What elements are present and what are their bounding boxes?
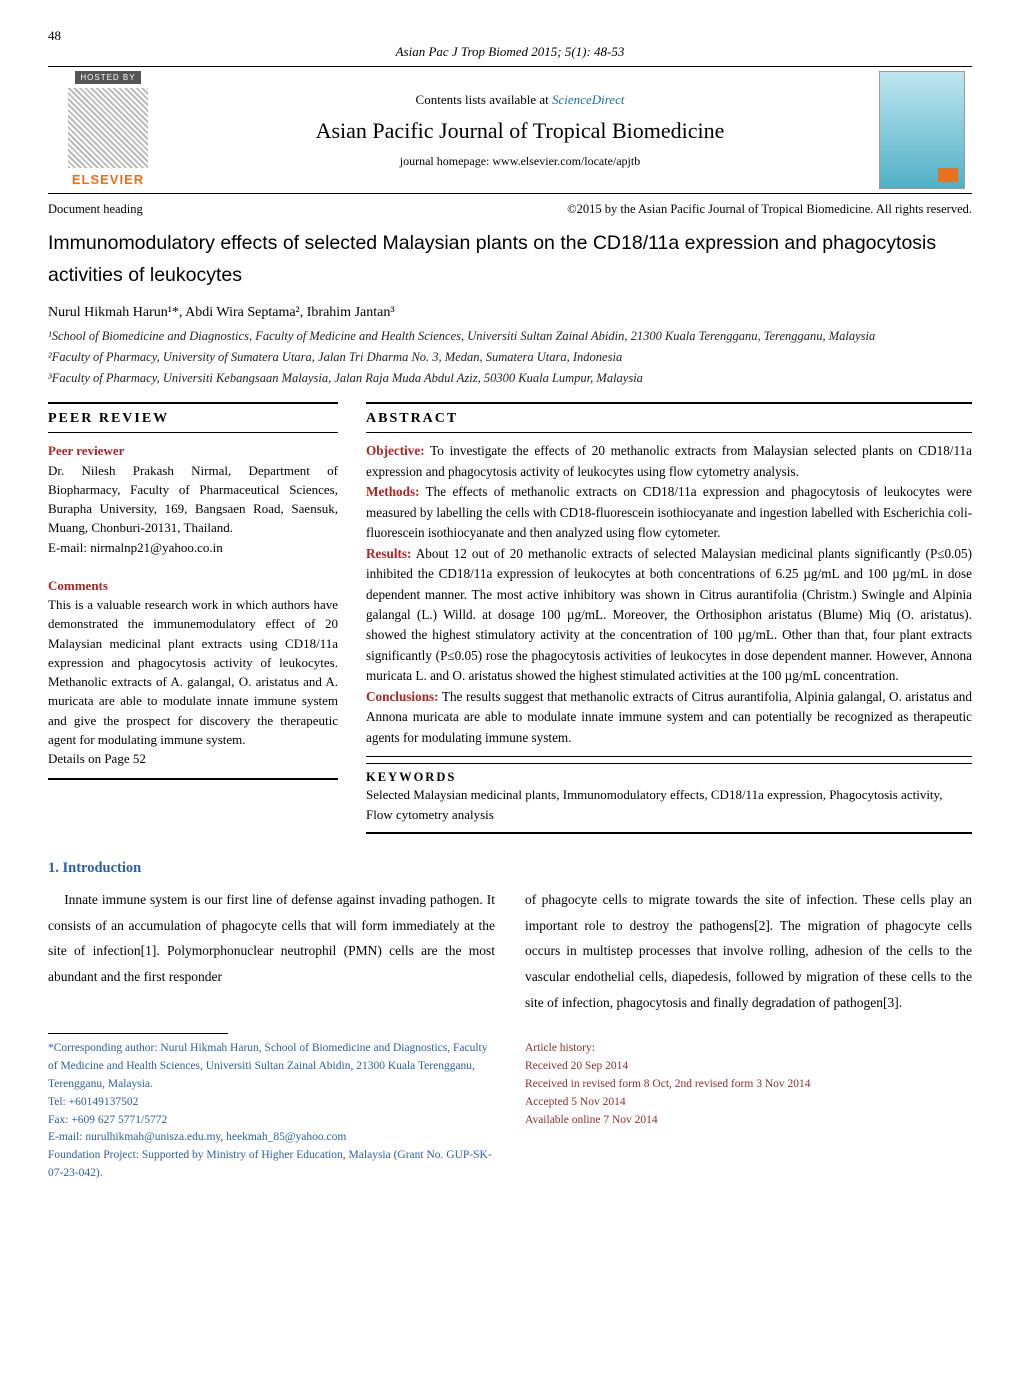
comments-text: This is a valuable research work in whic… [48,597,338,747]
received: Received 20 Sep 2014 [525,1060,628,1072]
peer-review-column: PEER REVIEW Peer reviewer Dr. Nilesh Pra… [48,402,338,834]
conclusions-label: Conclusions: [366,689,439,704]
results-label: Results: [366,546,411,561]
objective-label: Objective: [366,443,425,458]
intro-paragraph: Innate immune system is our first line o… [48,887,495,990]
fax: Fax: +609 627 5771/5772 [48,1114,167,1126]
abstract-body: Objective: To investigate the effects of… [366,441,972,748]
tel: Tel: +60149137502 [48,1096,138,1108]
methods-label: Methods: [366,484,419,499]
masthead: HOSTED BY ELSEVIER Contents lists availa… [48,71,972,189]
rule [48,193,972,194]
hosted-by-tag: HOSTED BY [75,71,140,84]
peer-reviewer-email: E-mail: nirmalnp21@yahoo.co.in [48,540,223,555]
accepted: Accepted 5 Nov 2014 [525,1096,626,1108]
rule [366,832,972,834]
masthead-center: Contents lists available at ScienceDirec… [168,71,872,189]
running-head: Asian Pac J Trop Biomed 2015; 5(1): 48-5… [48,44,972,60]
peer-review-heading: PEER REVIEW [48,402,338,433]
journal-homepage: journal homepage: www.elsevier.com/locat… [168,154,872,169]
foundation: Foundation Project: Supported by Ministr… [48,1149,492,1179]
keywords-text: Selected Malaysian medicinal plants, Imm… [366,785,972,824]
comments-label: Comments [48,578,108,593]
rule [48,778,338,780]
introduction-heading: 1. Introduction [48,860,972,877]
introduction-body: Innate immune system is our first line o… [48,887,972,1015]
elsevier-logo: ELSEVIER [72,172,144,187]
details-line: Details on Page 52 [48,751,146,766]
article-history-label: Article history: [525,1042,595,1054]
email: E-mail: nurulhikmah@unisza.edu.my, heekm… [48,1131,346,1143]
journal-cover-icon [879,71,965,189]
abstract-heading: ABSTRACT [366,402,972,433]
affiliation-1: ¹School of Biomedicine and Diagnostics, … [48,329,972,344]
masthead-right [872,71,972,189]
affiliation-3: ³Faculty of Pharmacy, Universiti Kebangs… [48,371,972,386]
intro-paragraph: of phagocyte cells to migrate towards th… [525,887,972,1015]
peer-reviewer-text: Dr. Nilesh Prakash Nirmal, Department of… [48,463,338,536]
revised: Received in revised form 8 Oct, 2nd revi… [525,1078,811,1090]
page-number: 48 [48,28,61,44]
header-row: 48 [48,28,972,44]
contents-prefix: Contents lists available at [416,92,552,107]
document-row: Document heading ©2015 by the Asian Paci… [48,202,972,217]
corresponding-author: *Corresponding author: Nurul Hikmah Haru… [48,1042,487,1090]
objective-text: To investigate the effects of 20 methano… [366,443,972,478]
conclusions-text: The results suggest that methanolic extr… [366,689,972,745]
peer-reviewer-label: Peer reviewer [48,443,124,458]
footnote-right: Article history: Received 20 Sep 2014 Re… [525,1040,972,1183]
footnote-left: *Corresponding author: Nurul Hikmah Haru… [48,1040,495,1183]
rule [366,756,972,757]
document-heading-label: Document heading [48,202,143,217]
qr-icon [68,88,148,168]
keywords-heading: KEYWORDS [366,763,972,785]
footnote-rule [48,1033,228,1034]
article-title: Immunomodulatory effects of selected Mal… [48,227,972,291]
contents-line: Contents lists available at ScienceDirec… [168,92,872,108]
footnotes: *Corresponding author: Nurul Hikmah Haru… [48,1040,972,1183]
peer-abstract-columns: PEER REVIEW Peer reviewer Dr. Nilesh Pra… [48,402,972,834]
copyright: ©2015 by the Asian Pacific Journal of Tr… [567,202,972,217]
results-text: About 12 out of 20 methanolic extracts o… [366,546,972,684]
peer-review-body: Peer reviewer Dr. Nilesh Prakash Nirmal,… [48,441,338,768]
abstract-column: ABSTRACT Objective: To investigate the e… [366,402,972,834]
journal-title: Asian Pacific Journal of Tropical Biomed… [168,118,872,144]
page: 48 Asian Pac J Trop Biomed 2015; 5(1): 4… [0,0,1020,1211]
sciencedirect-link[interactable]: ScienceDirect [552,92,624,107]
rule [48,66,972,67]
online: Available online 7 Nov 2014 [525,1114,658,1126]
authors: Nurul Hikmah Harun¹*, Abdi Wira Septama²… [48,305,972,321]
methods-text: The effects of methanolic extracts on CD… [366,484,972,540]
masthead-left: HOSTED BY ELSEVIER [48,71,168,189]
affiliation-2: ²Faculty of Pharmacy, University of Suma… [48,350,972,365]
